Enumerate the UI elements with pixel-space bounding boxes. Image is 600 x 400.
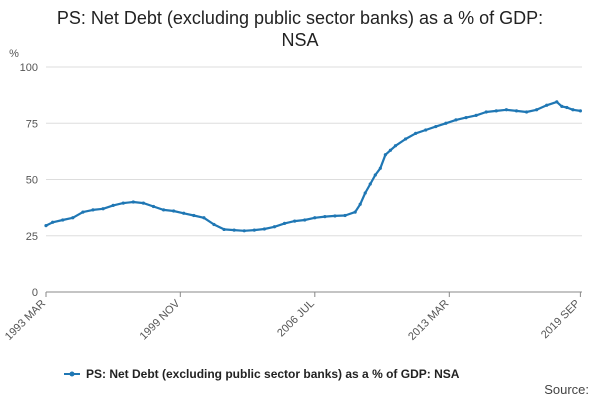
source-label: Source: [544,382,589,397]
data-point-46 [464,116,468,120]
data-point-41 [414,131,418,135]
data-point-10 [141,201,145,205]
data-point-14 [182,211,186,215]
data-point-9 [131,200,135,204]
x-tick-label-0: 1993 MAR [3,298,48,343]
data-point-1 [51,220,55,224]
y-axis-unit-label: % [9,48,19,60]
data-point-15 [192,213,196,218]
data-point-24 [282,221,287,225]
data-point-38 [388,148,393,152]
data-point-29 [333,214,337,218]
data-point-18 [222,227,226,232]
y-tick-label-4: 100 [20,62,38,74]
y-tick-label-3: 75 [26,118,38,130]
data-point-33 [363,191,367,195]
data-point-39 [393,144,398,148]
data-point-52 [524,110,529,114]
data-point-42 [424,128,428,132]
y-tick-label-0: 0 [32,287,38,299]
data-point-37 [383,153,387,157]
data-point-12 [161,208,166,212]
data-point-23 [272,225,277,229]
data-point-25 [293,219,297,223]
x-tick-label-3: 2013 MAR [406,298,451,343]
data-point-3 [71,216,75,220]
data-point-49 [494,109,498,113]
data-point-48 [484,110,488,114]
data-point-30 [343,213,347,218]
data-point-13 [172,209,176,213]
x-tick-label-2: 2006 JUL [275,298,317,340]
data-point-21 [252,228,256,232]
data-point-32 [358,202,362,206]
y-tick-label-2: 50 [26,175,38,187]
data-point-53 [535,108,539,112]
data-point-31 [353,210,357,214]
data-point-16 [202,216,206,220]
x-axis-ticks: 1993 MAR 1999 NOV 2006 JUL 2013 MAR 2019 SEP [3,292,583,343]
data-point-2 [61,218,65,222]
data-point-57 [565,105,569,110]
series-line-0 [45,100,581,232]
data-point-6 [101,207,105,211]
data-point-47 [474,113,478,117]
data-point-56 [560,104,564,108]
data-point-51 [514,109,519,113]
data-point-7 [111,203,115,207]
data-point-22 [262,227,266,231]
data-point-4 [81,210,85,214]
y-axis-ticks: 0 25 50 75 100 [20,62,38,299]
data-point-26 [303,218,307,222]
data-point-50 [504,108,508,112]
y-tick-label-1: 25 [26,231,38,243]
data-point-0 [44,224,48,228]
data-point-11 [151,204,156,209]
data-point-27 [313,216,317,220]
data-point-8 [121,201,125,205]
x-tick-label-1: 1999 NOV [138,297,183,342]
data-point-36 [378,166,382,170]
data-point-35 [373,173,377,177]
x-tick-label-4: 2019 SEP [539,298,583,342]
data-point-34 [368,182,372,186]
data-point-44 [444,121,448,125]
data-point-59 [578,109,582,113]
data-point-19 [232,228,236,232]
chart-title-line2: NSA [281,30,318,50]
data-point-28 [323,215,327,219]
legend-marker [69,371,75,377]
data-point-43 [434,125,438,129]
data-point-54 [545,103,549,107]
data-point-5 [91,208,95,212]
legend[interactable]: PS: Net Debt (excluding public sector ba… [64,367,460,381]
legend-series-name: PS: Net Debt (excluding public sector ba… [86,367,460,381]
data-point-58 [571,108,575,112]
data-point-17 [212,222,216,227]
data-point-40 [403,137,408,141]
chart-title-line1: PS: Net Debt (excluding public sector ba… [57,8,543,28]
data-point-55 [555,100,559,104]
series-layer [44,100,582,233]
gridlines [46,66,582,293]
data-point-20 [242,229,246,233]
data-point-45 [454,118,458,122]
